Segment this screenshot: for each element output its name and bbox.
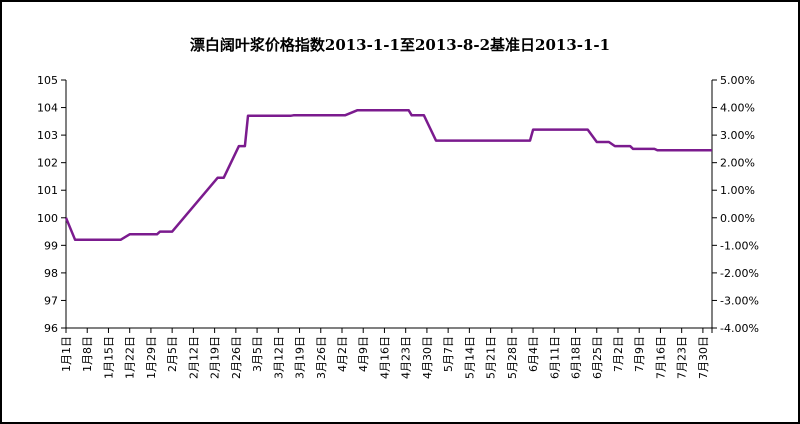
x-tick-label: 2月12日 — [187, 336, 200, 379]
right-tick-label: 1.00% — [720, 184, 755, 197]
x-tick-label: 7月30日 — [697, 336, 710, 379]
left-tick-label: 99 — [44, 239, 58, 252]
x-tick-label: 3月26日 — [315, 336, 328, 379]
x-tick-label: 6月18日 — [570, 336, 583, 379]
x-tick-label: 5月28日 — [506, 336, 519, 379]
right-tick-label: 2.00% — [720, 157, 755, 170]
right-tick-label: 3.00% — [720, 129, 755, 142]
x-tick-label: 5月21日 — [485, 336, 498, 379]
x-tick-label: 4月16日 — [378, 336, 391, 379]
x-tick-label: 1月15日 — [102, 336, 115, 379]
x-tick-label: 1月22日 — [124, 336, 137, 379]
axes — [65, 80, 713, 329]
series-group — [64, 109, 712, 242]
left-tick-label: 102 — [37, 157, 58, 170]
right-tick-label: 0.00% — [720, 212, 755, 225]
x-tick-label: 6月25日 — [591, 336, 604, 379]
left-tick-label: 105 — [37, 74, 58, 87]
right-axis-ticks: -4.00% -3.00% -2.00% -1.00% 0.00% 1.00% 2.00% 3… — [712, 74, 759, 335]
right-tick-label: 5.00% — [720, 74, 755, 87]
right-tick-label: -2.00% — [720, 267, 759, 280]
left-tick-label: 96 — [44, 322, 58, 335]
left-tick-label: 104 — [37, 102, 58, 115]
right-tick-label: -3.00% — [720, 294, 759, 307]
x-tick-label: 2月19日 — [209, 336, 222, 379]
left-axis-ticks: 96 97 98 99 100 101 102 103 104 105 — [37, 74, 66, 335]
left-tick-label: 100 — [37, 212, 58, 225]
left-tick-label: 98 — [44, 267, 58, 280]
x-tick-label: 7月16日 — [654, 336, 667, 379]
x-tick-label: 5月14日 — [463, 336, 476, 379]
left-tick-label: 101 — [37, 184, 58, 197]
x-tick-label: 1月29日 — [145, 336, 158, 379]
x-tick-label: 2月5日 — [166, 336, 179, 372]
x-tick-label: 7月2日 — [612, 336, 625, 372]
x-tick-label: 6月4日 — [527, 336, 540, 372]
x-tick-label: 5月7日 — [442, 336, 455, 372]
x-tick-label: 4月2日 — [336, 336, 349, 372]
right-tick-label: -4.00% — [720, 322, 759, 335]
x-tick-label: 2月26日 — [230, 336, 243, 379]
chart-title: 漂白阔叶浆价格指数2013-1-1至2013-8-2基准日2013-1-1 — [190, 36, 610, 54]
x-tick-label: 4月9日 — [357, 336, 370, 372]
series-line — [64, 109, 712, 242]
x-tick-label: 3月12日 — [272, 336, 285, 379]
x-tick-label: 3月19日 — [294, 336, 307, 379]
x-tick-label: 7月9日 — [633, 336, 646, 372]
x-tick-label: 7月23日 — [676, 336, 689, 379]
x-axis-ticks: 1月1日 1月8日 1月15日 1月22日 1月29日 2月5日 2月12日 2月19日 2月2… — [60, 328, 713, 379]
x-tick-label: 3月5日 — [251, 336, 264, 372]
x-tick-label: 1月8日 — [81, 336, 94, 372]
right-tick-label: 4.00% — [720, 102, 755, 115]
x-tick-label: 1月1日 — [60, 336, 73, 372]
left-tick-label: 97 — [44, 294, 58, 307]
x-tick-label: 6月11日 — [548, 336, 561, 379]
left-tick-label: 103 — [37, 129, 58, 142]
x-tick-label: 4月30日 — [421, 336, 434, 379]
right-tick-label: -1.00% — [720, 239, 759, 252]
x-tick-label: 4月23日 — [400, 336, 413, 379]
